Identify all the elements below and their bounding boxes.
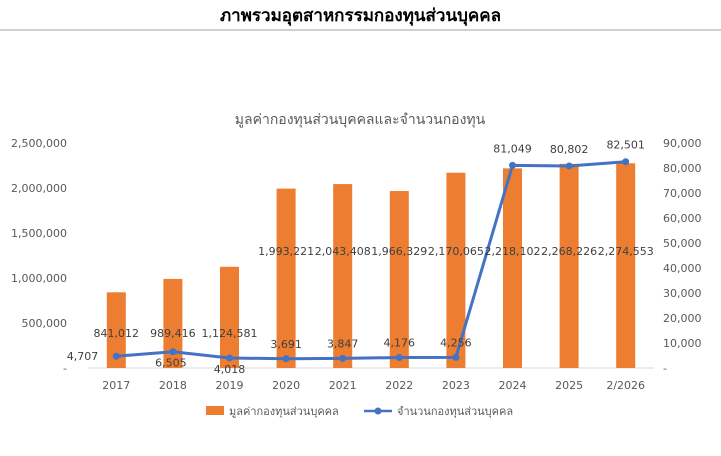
right-axis-tick-label: 40,000 [663, 262, 702, 275]
left-axis-tick-label: 2,000,000 [11, 182, 67, 195]
line-data-label: 81,049 [493, 142, 532, 155]
legend-swatch-marker [374, 407, 382, 415]
bar [446, 172, 466, 368]
bar [163, 278, 183, 368]
x-axis: 2017 2018 2019 2020 2021 2022 2023 2024 2025 2/20… [88, 367, 654, 392]
right-axis-tick-label: - [663, 362, 667, 375]
x-axis-tick-label: 2020 [272, 379, 300, 392]
bar-data-label: 1,124,581 [202, 327, 258, 340]
bar [276, 188, 296, 368]
line-point [452, 353, 460, 361]
bar-data-label: 1,966,329 [371, 245, 427, 258]
bar-data-label: 1,993,221 [258, 245, 314, 258]
line-data-label: 4,176 [384, 337, 416, 350]
right-axis-tick-label: 70,000 [663, 187, 702, 200]
bar [503, 168, 522, 368]
bar-data-label: 2,170,065 [428, 245, 484, 258]
bar-data-label: 989,416 [150, 327, 196, 340]
line-point [282, 355, 290, 363]
left-axis-tick-label: 2,500,000 [11, 137, 67, 150]
line-data-label: 3,847 [327, 337, 359, 350]
bar-data-label: 841,012 [94, 327, 140, 340]
line-data-labels: 4,707 6,505 4,018 3,691 3,847 4,176 4,256 81,04… [67, 139, 645, 376]
bar [333, 184, 353, 368]
legend-label-line: จำนวนกองทุนส่วนบุคคล [397, 405, 513, 418]
line-data-label: 80,802 [550, 143, 589, 156]
bar-data-labels: 841,012 989,416 1,124,581 1,993,221 2,043,40… [94, 245, 654, 340]
bar [389, 191, 409, 368]
bar [106, 292, 126, 368]
bar [616, 163, 636, 368]
right-axis-tick-label: 10,000 [663, 337, 702, 350]
legend: มูลค่ากองทุนส่วนบุคคล จำนวนกองทุนส่วนบุค… [206, 405, 513, 418]
right-axis-tick-label: 90,000 [663, 137, 702, 150]
line-point [509, 161, 516, 169]
right-axis-tick-label: 60,000 [663, 212, 702, 225]
legend-label-bar: มูลค่ากองทุนส่วนบุคคล [229, 405, 339, 418]
legend-swatch-bar [206, 406, 224, 415]
bar-data-label: 2,268,226 [541, 245, 597, 258]
line-point [226, 354, 233, 362]
bar-data-label: 2,274,553 [598, 245, 654, 258]
bar-data-label: 2,218,102 [485, 245, 541, 258]
banner: ภาพรวมอุตสาหกรรมกองทุนส่วนบุคคล [0, 0, 721, 31]
chart-title: มูลค่ากองทุนส่วนบุคคลและจำนวนกองทุน [235, 112, 486, 128]
x-axis-tick-label: 2018 [159, 379, 187, 392]
line-point [622, 158, 630, 166]
bar-series [106, 163, 636, 368]
line-point [169, 348, 177, 356]
bar-data-label: 2,043,408 [315, 245, 371, 258]
right-axis-tick-label: 20,000 [663, 312, 702, 325]
line-data-label: 82,501 [606, 139, 645, 152]
line-point [112, 352, 120, 360]
line-point [565, 162, 573, 170]
line-data-label: 3,691 [270, 338, 302, 351]
left-axis: - 500,000 1,000,000 1,500,000 2,000,000 2,500… [11, 137, 67, 375]
line-data-label: 4,707 [67, 350, 99, 363]
x-axis-tick-label: 2024 [499, 379, 527, 392]
right-axis-tick-label: 80,000 [663, 162, 702, 175]
line-data-label: 4,256 [440, 336, 472, 349]
right-axis-tick-label: 50,000 [663, 237, 702, 250]
left-axis-tick-label: - [63, 362, 67, 375]
banner-title: ภาพรวมอุตสาหกรรมกองทุนส่วนบุคคล [219, 6, 502, 26]
x-axis-tick-label: 2022 [385, 379, 413, 392]
x-axis-tick-label: 2017 [102, 379, 130, 392]
x-axis-tick-label: 2/2026 [606, 379, 645, 392]
line-point [395, 354, 403, 362]
line-data-label: 4,018 [214, 363, 246, 376]
line-data-label: 6,505 [155, 357, 187, 370]
series-line [116, 160, 626, 361]
left-axis-tick-label: 1,500,000 [11, 227, 67, 240]
right-axis-tick-label: 30,000 [663, 287, 702, 300]
line-series [112, 158, 630, 363]
left-axis-tick-label: 500,000 [22, 317, 68, 330]
x-axis-tick-label: 2023 [442, 379, 470, 392]
bar [559, 163, 579, 368]
bar [220, 266, 239, 368]
line-point [339, 354, 347, 362]
x-axis-tick-label: 2019 [216, 379, 244, 392]
left-axis-tick-label: 1,000,000 [11, 272, 67, 285]
x-axis-tick-label: 2025 [555, 379, 583, 392]
x-axis-tick-label: 2021 [329, 379, 357, 392]
right-axis: - 10,000 20,000 30,000 40,000 50,000 60,000 70,… [663, 137, 702, 375]
